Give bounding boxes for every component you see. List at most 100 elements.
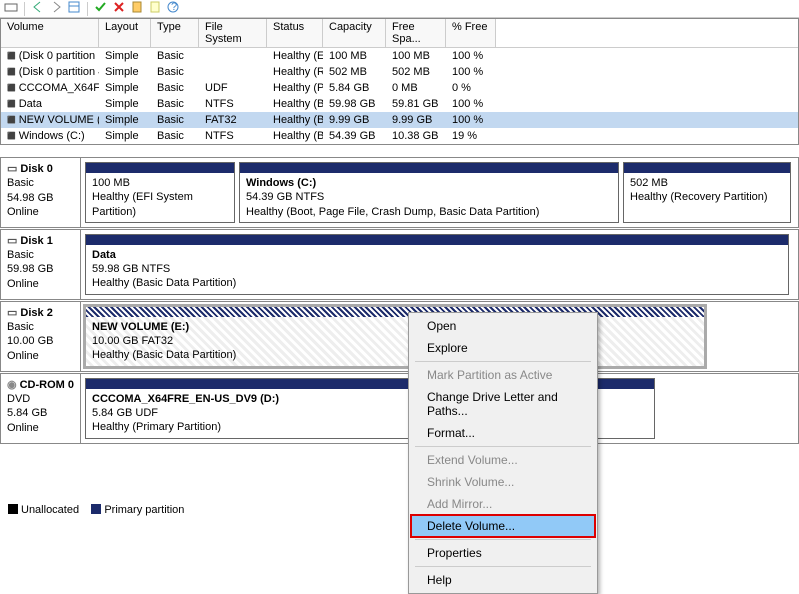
volume-cell: 5.84 GB [323, 81, 386, 95]
disk-label[interactable]: Disk 2Basic10.00 GBOnline [1, 302, 81, 371]
partition[interactable]: Windows (C:)54.39 GB NTFSHealthy (Boot, … [239, 162, 619, 223]
menu-separator [415, 539, 591, 540]
menu-item[interactable]: Properties [411, 542, 595, 564]
tb-props-icon[interactable] [130, 0, 144, 17]
volume-row[interactable]: CCCOMA_X64FRE...SimpleBasicUDFHealthy (P… [1, 80, 798, 96]
disk-label[interactable]: CD-ROM 0DVD5.84 GBOnline [1, 374, 81, 443]
volume-cell: 10.38 GB [386, 129, 446, 143]
volume-cell [199, 65, 267, 79]
disk-row: Disk 2Basic10.00 GBOnlineNEW VOLUME (E:)… [0, 301, 799, 372]
volume-list: VolumeLayoutTypeFile SystemStatusCapacit… [0, 18, 799, 145]
partitions-container: 100 MBHealthy (EFI System Partition)Wind… [81, 158, 798, 227]
volume-cell: Simple [99, 97, 151, 111]
column-header[interactable]: Status [267, 19, 323, 47]
partition-body: Windows (C:)54.39 GB NTFSHealthy (Boot, … [240, 173, 618, 222]
volume-cell: 59.81 GB [386, 97, 446, 111]
partition-stripe [86, 235, 788, 245]
volume-cell: Windows (C:) [1, 129, 99, 143]
partition-body: 100 MBHealthy (EFI System Partition) [86, 173, 234, 222]
partition-stripe [86, 163, 234, 173]
disk-row: Disk 1Basic59.98 GBOnlineData59.98 GB NT… [0, 229, 799, 300]
tb-disk-icon[interactable] [4, 0, 18, 17]
volume-cell: NEW VOLUME (E:) [1, 113, 99, 127]
menu-item[interactable]: Help [411, 569, 595, 591]
volume-cell: Healthy (B... [267, 113, 323, 127]
tb-x-icon[interactable] [112, 0, 126, 17]
tb-help-icon[interactable]: ? [166, 0, 180, 17]
column-header[interactable]: Type [151, 19, 199, 47]
volume-cell: Simple [99, 113, 151, 127]
context-menu: OpenExplore Mark Partition as ActiveChang… [408, 312, 598, 594]
volume-cell: NTFS [199, 97, 267, 111]
partition-stripe [624, 163, 790, 173]
volume-row[interactable]: Windows (C:)SimpleBasicNTFSHealthy (B...… [1, 128, 798, 144]
column-header[interactable]: Free Spa... [386, 19, 446, 47]
volume-cell: Healthy (P... [267, 81, 323, 95]
volume-cell: 100 % [446, 65, 496, 79]
tb-fwd-icon[interactable] [49, 0, 63, 17]
tb-back-icon[interactable] [31, 0, 45, 17]
menu-item[interactable]: Change Drive Letter and Paths... [411, 386, 595, 422]
disk-row: Disk 0Basic54.98 GBOnline100 MBHealthy (… [0, 157, 799, 228]
partition-stripe [86, 307, 704, 317]
tb-check-icon[interactable] [94, 0, 108, 17]
volume-cell: (Disk 0 partition 4) [1, 65, 99, 79]
volume-row[interactable]: (Disk 0 partition 4)SimpleBasicHealthy (… [1, 64, 798, 80]
menu-item[interactable]: Format... [411, 422, 595, 444]
volume-cell: 0 MB [386, 81, 446, 95]
volume-cell: NTFS [199, 129, 267, 143]
volume-row[interactable]: NEW VOLUME (E:)SimpleBasicFAT32Healthy (… [1, 112, 798, 128]
disk-label[interactable]: Disk 0Basic54.98 GBOnline [1, 158, 81, 227]
volume-cell: Healthy (B... [267, 129, 323, 143]
column-header[interactable]: Capacity [323, 19, 386, 47]
volume-cell: 0 % [446, 81, 496, 95]
partition-body: 502 MBHealthy (Recovery Partition) [624, 173, 790, 208]
volume-cell: 100 % [446, 113, 496, 127]
menu-item: Mark Partition as Active [411, 364, 595, 386]
volume-cell: Simple [99, 81, 151, 95]
toolbar: ? [0, 0, 799, 18]
volume-cell: Basic [151, 65, 199, 79]
menu-item[interactable]: Open [411, 315, 595, 337]
partition-body: NEW VOLUME (E:)10.00 GB FAT32Healthy (Ba… [86, 317, 704, 366]
column-header[interactable]: Layout [99, 19, 151, 47]
volume-cell: 100 MB [323, 49, 386, 63]
volume-cell: 100 % [446, 49, 496, 63]
disk-row: CD-ROM 0DVD5.84 GBOnlineCCCOMA_X64FRE_EN… [0, 373, 799, 444]
partition[interactable]: Data59.98 GB NTFSHealthy (Basic Data Par… [85, 234, 789, 295]
partition-body: Data59.98 GB NTFSHealthy (Basic Data Par… [86, 245, 788, 294]
legend-label-unallocated: Unallocated [21, 504, 79, 516]
volume-cell: Simple [99, 65, 151, 79]
partition[interactable]: NEW VOLUME (E:)10.00 GB FAT32Healthy (Ba… [85, 306, 705, 367]
volume-cell: Healthy (E... [267, 49, 323, 63]
volume-cell: Basic [151, 81, 199, 95]
menu-item: Shrink Volume... [411, 471, 595, 493]
legend-label-primary: Primary partition [104, 504, 184, 516]
volume-cell: 502 MB [386, 65, 446, 79]
volume-cell: 100 % [446, 97, 496, 111]
partition[interactable]: 502 MBHealthy (Recovery Partition) [623, 162, 791, 223]
menu-item[interactable]: Delete Volume... [411, 515, 595, 537]
legend-swatch-primary [91, 504, 101, 514]
volume-cell: 54.39 GB [323, 129, 386, 143]
tb-view-icon[interactable] [67, 0, 81, 17]
volume-list-header: VolumeLayoutTypeFile SystemStatusCapacit… [1, 19, 798, 48]
volume-row[interactable]: DataSimpleBasicNTFSHealthy (B...59.98 GB… [1, 96, 798, 112]
volume-cell: Basic [151, 129, 199, 143]
column-header[interactable]: File System [199, 19, 267, 47]
partitions-container: Data59.98 GB NTFSHealthy (Basic Data Par… [81, 230, 798, 299]
volume-cell: UDF [199, 81, 267, 95]
menu-separator [415, 361, 591, 362]
volume-row[interactable]: (Disk 0 partition 1)SimpleBasicHealthy (… [1, 48, 798, 64]
menu-item[interactable]: Explore [411, 337, 595, 359]
column-header[interactable]: % Free [446, 19, 496, 47]
column-header[interactable]: Volume [1, 19, 99, 47]
volume-cell: Healthy (B... [267, 97, 323, 111]
menu-separator [415, 446, 591, 447]
disk-label[interactable]: Disk 1Basic59.98 GBOnline [1, 230, 81, 299]
volume-cell: (Disk 0 partition 1) [1, 49, 99, 63]
tb-note-icon[interactable] [148, 0, 162, 17]
volume-cell: Basic [151, 97, 199, 111]
partition-stripe [240, 163, 618, 173]
partition[interactable]: 100 MBHealthy (EFI System Partition) [85, 162, 235, 223]
